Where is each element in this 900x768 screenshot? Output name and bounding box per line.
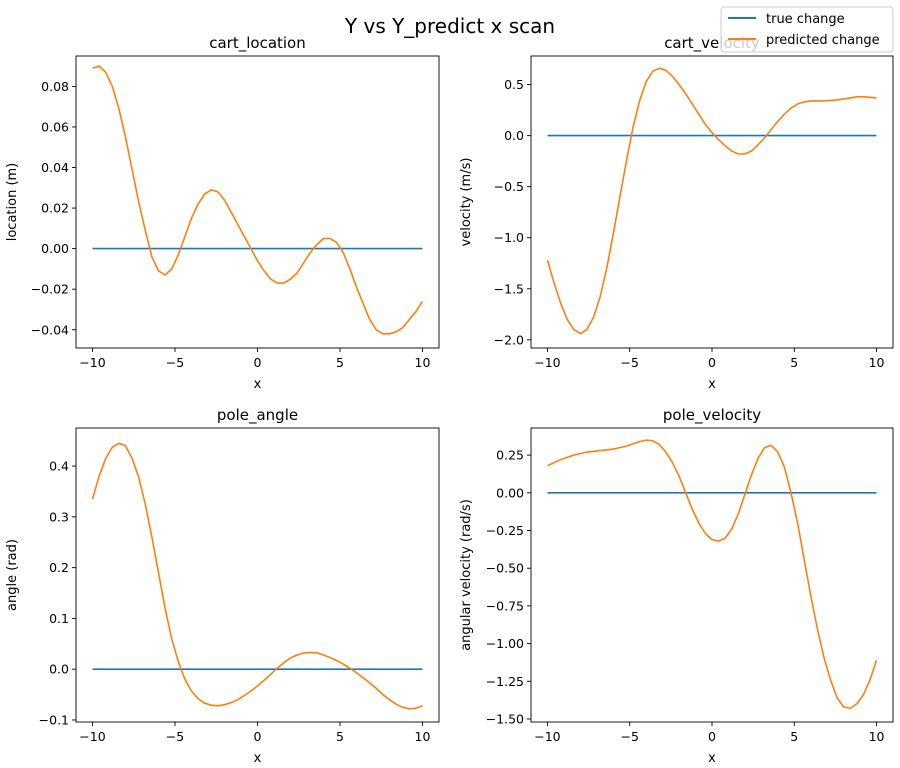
subplot-cart-velocity: −10 −5 0 5 10−2.0−1.5−1.0−0.50.00.5cart_velo… — [459, 34, 894, 392]
x-tick-label: 5 — [336, 729, 344, 744]
x-tick-label: 10 — [415, 355, 431, 370]
y-tick-label: 0.00 — [496, 485, 524, 500]
x-tick-label: 10 — [869, 729, 885, 744]
x-tick-label: −5 — [166, 355, 184, 370]
subplot-grid: −10 −5 0 5 10−0.04−0.020.000.020.040.060.08c… — [5, 34, 894, 766]
x-tick-label: 5 — [336, 355, 344, 370]
y-tick-label: −1.25 — [486, 674, 524, 689]
y-tick-label: −1.5 — [494, 281, 524, 296]
y-tick-label: −0.1 — [39, 712, 69, 727]
x-tick-label: 10 — [415, 729, 431, 744]
y-axis-label: location (m) — [5, 163, 20, 242]
y-tick-label: −0.50 — [486, 561, 524, 576]
x-axis-label: x — [254, 751, 262, 766]
y-tick-label: 0.02 — [41, 201, 69, 216]
subplot-title: pole_velocity — [663, 406, 761, 425]
y-tick-label: 0.4 — [49, 459, 69, 474]
y-axis-label: angle (rad) — [5, 539, 20, 611]
y-tick-label: −0.02 — [31, 282, 69, 297]
x-axis-label: x — [708, 377, 716, 392]
subplot-cart-location: −10 −5 0 5 10 −0.04 −0.02 0.00 0.02 0.04 0.06 0.08 c… — [5, 34, 440, 392]
x-tick-label: −5 — [621, 729, 639, 744]
subplot-title: cart_location — [209, 34, 306, 53]
y-tick-label: −0.25 — [486, 523, 524, 538]
x-tick-label: 0 — [708, 729, 716, 744]
figure-legend: true change predicted change — [720, 6, 894, 53]
y-axis-label: velocity (m/s) — [459, 158, 474, 247]
y-tick-label: 0.2 — [49, 560, 69, 575]
predicted-change-line — [546, 67, 877, 335]
legend-frame — [720, 6, 894, 53]
y-tick-label: 0.5 — [504, 77, 524, 92]
x-tick-label: −10 — [79, 729, 105, 744]
axes-frame — [75, 427, 440, 723]
y-tick-label: 0.04 — [41, 160, 69, 175]
x-tick-label: −10 — [534, 729, 560, 744]
y-tick-label: −0.5 — [494, 179, 524, 194]
x-tick-label: −10 — [79, 355, 105, 370]
y-tick-label: −2.0 — [494, 332, 524, 347]
x-axis-label: x — [254, 377, 262, 392]
y-tick-label: 0.0 — [49, 662, 69, 677]
y-tick-label: −1.00 — [486, 636, 524, 651]
axes-frame — [75, 55, 440, 349]
x-tick-label: 0 — [254, 355, 262, 370]
figure-title: Y vs Y_predict x scan — [344, 14, 555, 38]
y-tick-label: −1.0 — [494, 230, 524, 245]
y-tick-label: 0.08 — [41, 79, 69, 94]
y-tick-label: −0.75 — [486, 598, 524, 613]
x-axis-label: x — [708, 751, 716, 766]
y-tick-label: −0.04 — [31, 322, 69, 337]
x-tick-label: 5 — [790, 355, 798, 370]
y-tick-label: 0.06 — [41, 119, 69, 134]
y-tick-label: 0.25 — [496, 448, 524, 463]
legend-pred-label: predicted change — [766, 33, 880, 48]
x-tick-label: 10 — [869, 355, 885, 370]
legend-true-label: true change — [766, 12, 845, 27]
x-tick-label: 0 — [708, 355, 716, 370]
subplot-title: pole_angle — [217, 406, 298, 425]
axes-frame — [530, 427, 894, 723]
y-tick-label: 0.1 — [49, 611, 69, 626]
predicted-change-line — [92, 65, 424, 335]
subplot-pole-velocity: −10 −5 0 5 10 −1.50 −1.25 −1.00 −0.75 −0.50 −0.25 0… — [459, 406, 894, 766]
y-axis-label: angular velocity (rad/s) — [459, 499, 474, 651]
x-tick-label: 5 — [790, 729, 798, 744]
y-tick-label: 0.3 — [49, 509, 69, 524]
y-tick-label: 0.00 — [41, 241, 69, 256]
x-tick-label: −10 — [534, 355, 560, 370]
x-tick-label: −5 — [621, 355, 639, 370]
x-tick-label: 0 — [254, 729, 262, 744]
x-tick-label: −5 — [166, 729, 184, 744]
predicted-change-line — [547, 439, 878, 710]
y-tick-label: −1.50 — [486, 711, 524, 726]
predicted-change-line — [91, 442, 423, 710]
y-tick-label: 0.0 — [504, 128, 524, 143]
